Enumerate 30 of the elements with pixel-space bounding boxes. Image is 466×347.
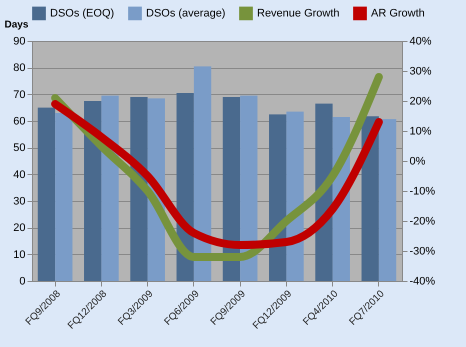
bar	[240, 96, 258, 281]
bar	[84, 101, 102, 281]
legend-label: DSOs (EOQ)	[50, 7, 114, 20]
legend-label: DSOs (average)	[146, 7, 226, 20]
y2-tick-label: -40%	[410, 276, 436, 288]
y2-tick-label: 20%	[410, 96, 432, 108]
bar	[55, 113, 72, 281]
y-tick-label: 90	[13, 36, 26, 48]
y-tick-label: 80	[13, 62, 26, 74]
y-tick-label: 60	[13, 116, 26, 128]
y-tick-label: 70	[13, 88, 26, 101]
y2-tick-label: -10%	[410, 186, 436, 198]
y2-tick-label: 0%	[410, 156, 426, 168]
y-axis-title: Days	[4, 20, 29, 30]
y-tick-label: 10	[13, 248, 26, 261]
y-tick-label: 20	[13, 222, 26, 234]
legend-label: AR Growth	[371, 7, 425, 20]
y2-tick-label: 40%	[410, 36, 432, 48]
y-tick-label: 30	[13, 196, 26, 208]
y-tick-label: 40	[13, 168, 26, 181]
legend-label: Revenue Growth	[257, 7, 340, 20]
y2-tick-label: -20%	[410, 216, 436, 228]
bar	[38, 108, 56, 281]
bar	[194, 66, 212, 281]
y2-tick-label: 30%	[410, 66, 432, 78]
y-tick-label: 0	[19, 276, 26, 288]
y2-tick-label: 10%	[410, 126, 432, 138]
y2-tick-label: -30%	[410, 246, 436, 258]
bar	[378, 119, 396, 281]
y-tick-label: 50	[13, 142, 26, 154]
